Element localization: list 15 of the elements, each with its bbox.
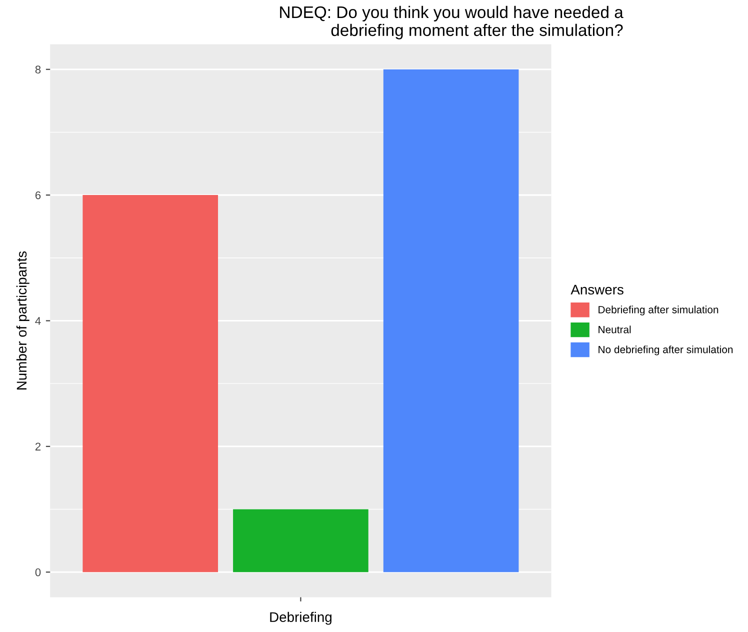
legend-title: Answers xyxy=(570,284,624,295)
legend-label: No debriefing after simulation xyxy=(598,346,733,356)
legend-label: Debriefing after simulation xyxy=(598,306,718,316)
y-tick-label: 0 xyxy=(35,568,41,576)
bar xyxy=(383,69,519,572)
y-tick-label: 6 xyxy=(35,191,41,200)
y-tick-label: 2 xyxy=(35,442,41,450)
bar xyxy=(82,195,218,572)
bar xyxy=(233,509,368,572)
x-axis-title: Debriefing xyxy=(270,612,332,625)
chart-title: NDEQ: Do you think you would have needed a debriefing moment after the simulation? xyxy=(280,6,624,40)
y-tick-label: 8 xyxy=(35,66,41,74)
y-tick-label: 4 xyxy=(35,317,41,325)
legend-label: Neutral xyxy=(598,326,631,334)
y-axis-title: Number of participants xyxy=(16,251,30,390)
